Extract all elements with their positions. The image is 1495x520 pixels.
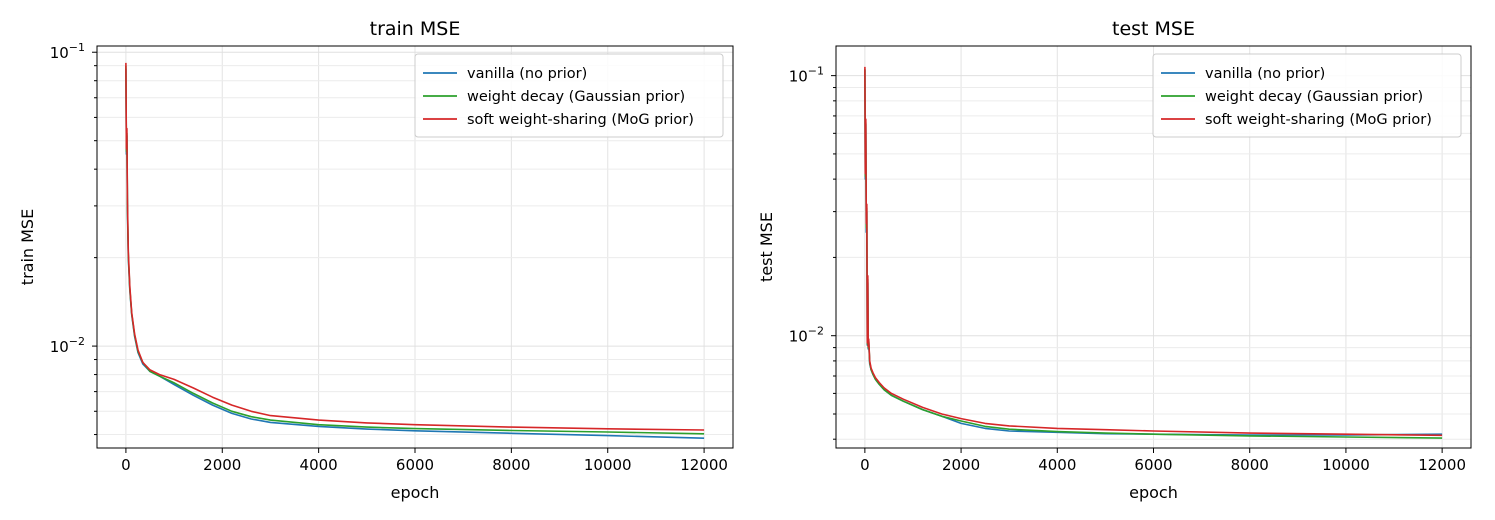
x-tick-label: 12000 (680, 456, 728, 474)
x-tick-label: 6000 (396, 456, 434, 474)
legend: vanilla (no prior) weight decay (Gaussian… (414, 53, 724, 138)
x-tick-label: 6000 (1134, 456, 1172, 474)
legend-entry: soft weight-sharing (MoG prior) (467, 112, 694, 128)
chart-panel-train-mse: 0 2000 4000 6000 8000 10000 12000 10−210−1 tra… (18, 18, 734, 502)
y-tick-base: 10 (789, 68, 808, 86)
y-axis-ticks: 10−210−1 (789, 65, 836, 440)
x-tick-label: 10000 (584, 456, 632, 474)
series-line (125, 62, 705, 431)
y-tick-base: 10 (50, 338, 69, 356)
y-axis-ticks: 10−210−1 (50, 41, 97, 436)
chart-title: test MSE (1112, 18, 1195, 40)
y-tick-label: 10−1 (50, 41, 85, 62)
series-line (864, 66, 1443, 437)
legend-entry: weight decay (Gaussian prior) (1205, 89, 1423, 105)
y-tick-label: 10−2 (789, 325, 824, 346)
series-lines (125, 62, 705, 439)
x-tick-label: 2000 (942, 456, 980, 474)
legend-entry: vanilla (no prior) (1205, 66, 1325, 82)
x-tick-label: 4000 (300, 456, 338, 474)
legend-entry: vanilla (no prior) (467, 66, 587, 82)
chart-title: train MSE (370, 18, 461, 40)
x-tick-label: 10000 (1322, 456, 1370, 474)
x-tick-label: 8000 (492, 456, 530, 474)
legend-box (414, 53, 724, 138)
x-tick-label: 2000 (203, 456, 241, 474)
x-axis-label: epoch (391, 483, 440, 502)
chart-panel-test-mse: 0 2000 4000 6000 8000 10000 12000 10−210−1 tes… (757, 18, 1472, 502)
x-tick-label: 8000 (1231, 456, 1269, 474)
y-tick-base: 10 (50, 44, 69, 62)
x-tick-label: 0 (860, 456, 870, 474)
legend-box (1152, 53, 1462, 138)
x-tick-label: 0 (121, 456, 131, 474)
y-tick-exponent: −2 (808, 325, 824, 338)
y-tick-exponent: −2 (69, 335, 85, 348)
legend-entry: weight decay (Gaussian prior) (467, 89, 685, 105)
y-tick-base: 10 (789, 328, 808, 346)
y-tick-exponent: −1 (808, 65, 824, 78)
legend-entry: soft weight-sharing (MoG prior) (1205, 112, 1432, 128)
x-tick-label: 12000 (1418, 456, 1466, 474)
x-axis-ticks: 0 2000 4000 6000 8000 10000 12000 (860, 448, 1466, 474)
legend: vanilla (no prior) weight decay (Gaussian… (1152, 53, 1462, 138)
y-tick-label: 10−2 (50, 335, 85, 356)
series-lines (864, 66, 1443, 439)
x-axis-label: epoch (1129, 483, 1178, 502)
x-axis-ticks: 0 2000 4000 6000 8000 10000 12000 (121, 448, 728, 474)
y-axis-label: train MSE (18, 209, 37, 285)
y-axis-label: test MSE (757, 212, 776, 282)
y-tick-exponent: −1 (69, 41, 85, 54)
x-tick-label: 4000 (1038, 456, 1076, 474)
y-tick-label: 10−1 (789, 65, 824, 86)
